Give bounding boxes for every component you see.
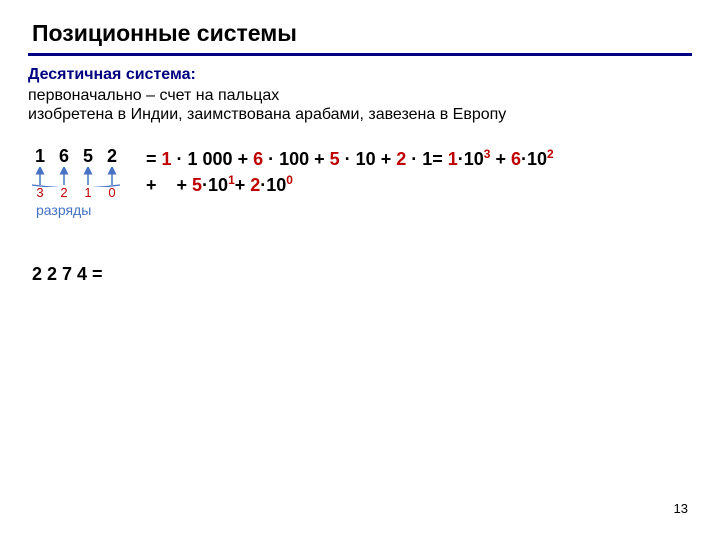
example-row: 1 6 5 2 — [28, 146, 692, 218]
term-3: 5 — [330, 149, 340, 169]
digit-2: 6 — [52, 146, 76, 167]
digits: 1 6 5 2 — [28, 146, 138, 167]
number-block: 1 6 5 2 — [28, 146, 138, 218]
pow-4e: 0 — [286, 173, 293, 187]
page-title: Позиционные системы — [32, 20, 692, 47]
ranks-label: разряды — [36, 202, 138, 218]
pow-1a: 1 — [448, 149, 458, 169]
page-number: 13 — [674, 501, 688, 516]
term-4: 2 — [396, 149, 406, 169]
eq-sign-1: = — [146, 149, 162, 169]
rank-1: 1 — [76, 185, 100, 200]
pow-4b: ·10 — [260, 175, 286, 195]
pow-4a: 2 — [250, 175, 260, 195]
pow-1c: + — [490, 149, 511, 169]
rank-numbers: 3 2 1 0 — [28, 185, 138, 200]
rank-3: 3 — [28, 185, 52, 200]
term-2: 6 — [253, 149, 263, 169]
slide: Позиционные системы Десятичная система: … — [0, 0, 720, 540]
mult-2: · 100 + — [263, 149, 330, 169]
pow-1b: ·10 — [458, 149, 484, 169]
mult-4: · 1 — [406, 149, 432, 169]
digit-3: 1 — [28, 146, 52, 167]
pow-3b: ·10 — [202, 175, 228, 195]
digit-0: 2 — [100, 146, 124, 167]
pow-3e: 1 — [228, 173, 235, 187]
pow-3a: 5 — [192, 175, 202, 195]
expansion: = 1 · 1 000 + 6 · 100 + 5 · 10 + 2 · 1= … — [146, 146, 692, 197]
term-1: 1 — [162, 149, 172, 169]
pow-2e: 2 — [547, 147, 554, 161]
line2-prefix: + + — [146, 175, 192, 195]
task-number: 2 2 7 4 = — [32, 264, 692, 285]
mult-3: · 10 + — [340, 149, 397, 169]
pow-3c: + — [235, 175, 251, 195]
eq-sign-2: = — [432, 149, 448, 169]
rank-2: 2 — [52, 185, 76, 200]
digit-1: 5 — [76, 146, 100, 167]
pow-2b: ·10 — [521, 149, 547, 169]
description: первоначально – счет на пальцах изобрете… — [28, 86, 692, 124]
subheading: Десятичная система: — [28, 66, 692, 84]
pow-2a: 6 — [511, 149, 521, 169]
rank-arrows — [28, 167, 124, 187]
title-underline — [28, 53, 692, 56]
mult-1: · 1 000 + — [172, 149, 254, 169]
desc-line-2: изобретена в Индии, заимствована арабами… — [28, 106, 506, 123]
rank-0: 0 — [100, 185, 124, 200]
desc-line-1: первоначально – счет на пальцах — [28, 87, 279, 104]
